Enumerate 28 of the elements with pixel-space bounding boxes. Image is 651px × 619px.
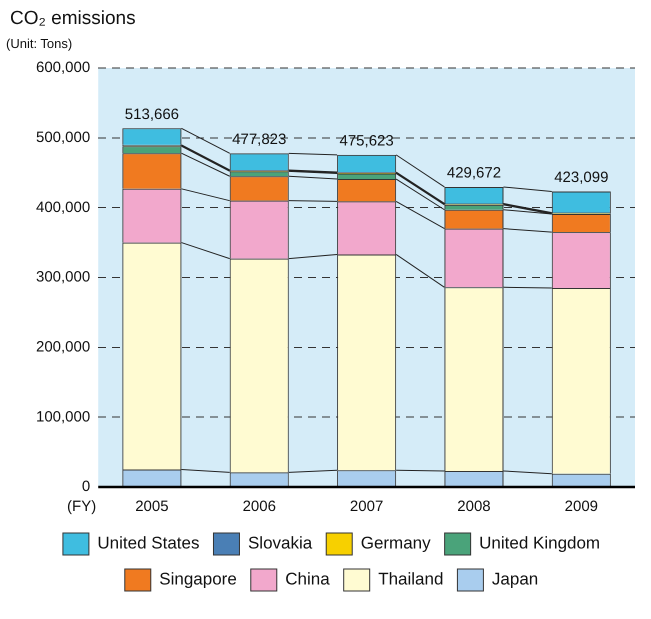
y-tick-label: 100,000 [36,408,90,426]
y-tick-label: 300,000 [36,268,90,286]
chart-subtitle: (Unit: Tons) [6,36,74,51]
legend-label: Germany [360,534,432,553]
y-tick-label: 0 [82,478,90,496]
x-tick-label: 2006 [242,498,276,516]
legend-label: China [285,570,330,589]
total-label: 423,099 [554,169,608,186]
total-label: 513,666 [124,106,180,123]
total-label: 475,623 [339,132,394,150]
y-tick-label: 500,000 [36,128,90,146]
legend-label: United Kingdom [479,534,600,553]
legend-label: Thailand [378,570,444,589]
x-tick-label: 2008 [457,498,491,516]
total-label: 477,823 [232,130,286,148]
x-tick-label: 2007 [350,498,384,516]
chart-title: CO₂ emissions [10,8,137,30]
total-label: 429,672 [446,164,502,182]
x-tick-label: 2009 [564,498,598,516]
y-tick-label: 400,000 [36,198,90,216]
y-tick-label: 600,000 [36,59,90,76]
x-tick-label: 2005 [135,498,169,516]
y-tick-label: 200,000 [36,338,90,356]
legend-label: Singapore [159,570,237,589]
x-axis-title: (FY) [67,498,96,516]
legend-label: Slovakia [248,534,313,553]
legend-label: Japan [492,570,538,589]
legend-label: United States [97,534,200,553]
